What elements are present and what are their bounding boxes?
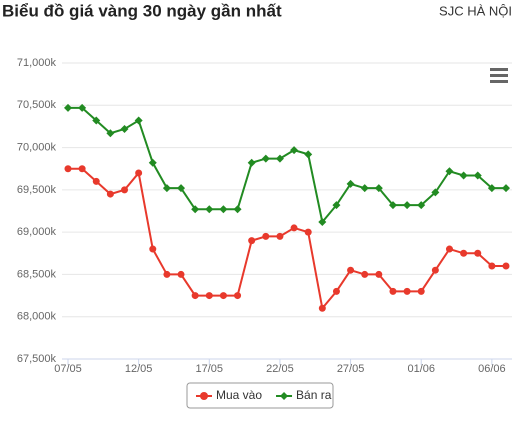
legend: Mua vào Bán ra bbox=[186, 382, 334, 409]
point bbox=[403, 201, 412, 210]
point bbox=[374, 184, 383, 193]
y-tick-label: 67,500k bbox=[17, 353, 57, 365]
point bbox=[417, 287, 425, 295]
point bbox=[121, 186, 129, 194]
point bbox=[248, 237, 256, 245]
y-tick-label: 69,000k bbox=[17, 226, 57, 238]
point bbox=[247, 158, 256, 167]
point bbox=[205, 292, 213, 300]
point bbox=[346, 179, 355, 188]
legend-label: Mua vào bbox=[216, 388, 262, 402]
x-tick-label: 01/06 bbox=[407, 363, 435, 375]
point bbox=[502, 184, 510, 193]
x-tick-label: 27/05 bbox=[337, 363, 365, 375]
point bbox=[304, 228, 312, 236]
point bbox=[445, 245, 453, 253]
y-tick-label: 70,500k bbox=[17, 99, 57, 111]
x-tick-label: 17/05 bbox=[196, 363, 224, 375]
point bbox=[318, 304, 326, 312]
point bbox=[431, 188, 440, 197]
point bbox=[460, 249, 468, 257]
point bbox=[191, 205, 200, 214]
x-tick-label: 12/05 bbox=[125, 363, 153, 375]
point bbox=[488, 262, 496, 270]
point bbox=[177, 184, 186, 193]
point bbox=[417, 201, 426, 210]
legend-label: Bán ra bbox=[296, 388, 332, 402]
point bbox=[388, 201, 397, 210]
point bbox=[106, 129, 115, 138]
point bbox=[389, 287, 397, 295]
y-tick-label: 69,500k bbox=[17, 184, 57, 196]
point bbox=[304, 150, 313, 159]
x-tick-label: 07/05 bbox=[54, 363, 82, 375]
point bbox=[375, 270, 383, 278]
point bbox=[78, 103, 87, 112]
point bbox=[360, 184, 369, 193]
point bbox=[459, 171, 468, 180]
point bbox=[487, 184, 496, 193]
point bbox=[106, 190, 114, 198]
point bbox=[275, 154, 284, 163]
legend-item[interactable]: Bán ra bbox=[276, 388, 332, 402]
point bbox=[134, 116, 143, 125]
point bbox=[162, 184, 171, 193]
point bbox=[163, 270, 171, 278]
point bbox=[361, 270, 369, 278]
point bbox=[261, 154, 270, 163]
point bbox=[148, 158, 157, 167]
point bbox=[234, 292, 242, 300]
point bbox=[205, 205, 214, 214]
menu-button[interactable] bbox=[490, 68, 508, 83]
point bbox=[474, 249, 482, 257]
point bbox=[276, 232, 284, 240]
point bbox=[219, 205, 228, 214]
chart-subtitle: SJC HÀ NỘI bbox=[439, 3, 512, 18]
point bbox=[445, 167, 454, 176]
series-line bbox=[68, 167, 506, 311]
x-tick-label: 22/05 bbox=[266, 363, 294, 375]
series-line bbox=[68, 106, 506, 225]
point bbox=[78, 165, 86, 173]
point bbox=[332, 287, 340, 295]
point bbox=[219, 292, 227, 300]
point bbox=[262, 232, 270, 240]
point bbox=[347, 266, 355, 274]
point bbox=[290, 224, 298, 232]
point bbox=[120, 124, 129, 133]
point bbox=[64, 165, 72, 173]
y-tick-label: 70,000k bbox=[17, 141, 57, 153]
point bbox=[290, 146, 299, 155]
y-tick-label: 71,000k bbox=[17, 57, 57, 69]
point bbox=[403, 287, 411, 295]
point bbox=[92, 116, 101, 125]
chart-title: Biểu đồ giá vàng 30 ngày gần nhất bbox=[2, 1, 282, 20]
point bbox=[473, 171, 482, 180]
point bbox=[92, 177, 100, 185]
y-tick-label: 68,500k bbox=[17, 268, 57, 280]
point bbox=[191, 292, 199, 300]
x-tick-label: 06/06 bbox=[478, 363, 506, 375]
point bbox=[177, 270, 185, 278]
legend-box bbox=[186, 382, 334, 409]
point bbox=[502, 262, 510, 270]
point bbox=[135, 169, 143, 177]
legend-item[interactable]: Mua vào bbox=[196, 388, 262, 402]
y-tick-label: 68,000k bbox=[17, 311, 57, 323]
point bbox=[332, 201, 341, 210]
point bbox=[149, 245, 157, 253]
point bbox=[64, 103, 72, 112]
point bbox=[318, 217, 327, 226]
point bbox=[431, 266, 439, 274]
point bbox=[233, 205, 242, 214]
